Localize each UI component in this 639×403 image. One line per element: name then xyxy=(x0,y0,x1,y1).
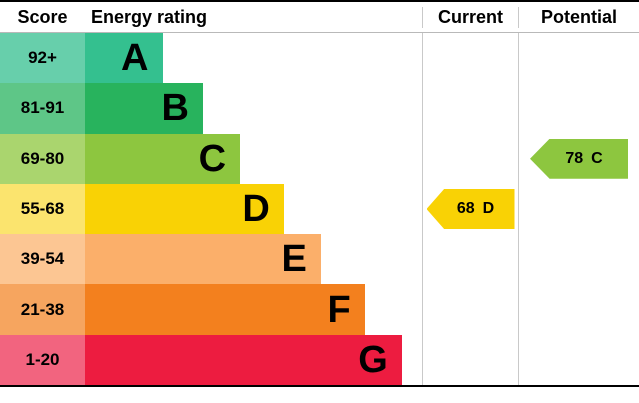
rating-letter: F xyxy=(327,288,351,331)
score-range-label: 55-68 xyxy=(0,183,85,235)
rating-bands: 92+ A 81-91 B 69-80 C 78 C 55-68 D xyxy=(0,33,639,387)
rating-letter: E xyxy=(281,238,307,281)
rating-bar-f: F xyxy=(85,284,365,335)
score-range-label: 39-54 xyxy=(0,234,85,285)
band-row-d: 55-68 D 68 D xyxy=(0,183,639,235)
rating-bar-c: C xyxy=(85,133,241,184)
band-row-a: 92+ A xyxy=(0,33,639,84)
rating-letter: D xyxy=(242,187,270,230)
current-letter: D xyxy=(482,199,495,217)
band-row-f: 21-38 F xyxy=(0,284,639,335)
score-range-label: 21-38 xyxy=(0,284,85,335)
rating-letter: C xyxy=(198,137,227,180)
current-value: 68 xyxy=(456,199,475,217)
score-range-label: 81-91 xyxy=(0,83,85,134)
chart-header: Score Energy rating Current Potential xyxy=(0,0,639,33)
rating-bar-e: E xyxy=(85,234,321,285)
potential-value: 78 xyxy=(565,149,584,167)
band-row-g: 1-20 G xyxy=(0,334,639,385)
band-row-e: 39-54 E xyxy=(0,234,639,285)
current-header: Current xyxy=(422,6,518,28)
rating-letter: B xyxy=(161,87,189,130)
rating-bar-b: B xyxy=(85,83,203,134)
score-range-label: 69-80 xyxy=(0,133,85,184)
score-range-label: 1-20 xyxy=(0,334,85,385)
energy-rating-header: Energy rating xyxy=(91,6,208,27)
score-header: Score xyxy=(17,6,68,27)
band-row-b: 81-91 B xyxy=(0,83,639,134)
current-arrow: 68 D xyxy=(426,188,515,229)
band-row-c: 69-80 C 78 C xyxy=(0,133,639,184)
rating-letter: G xyxy=(358,338,388,381)
rating-letter: A xyxy=(121,37,149,80)
potential-header: Potential xyxy=(518,6,639,28)
rating-bar-a: A xyxy=(85,33,163,84)
rating-bar-d: D xyxy=(85,183,284,235)
score-range-label: 92+ xyxy=(0,33,85,84)
potential-letter: C xyxy=(591,149,603,167)
potential-arrow: 78 C xyxy=(530,138,628,179)
rating-bar-g: G xyxy=(85,334,402,385)
